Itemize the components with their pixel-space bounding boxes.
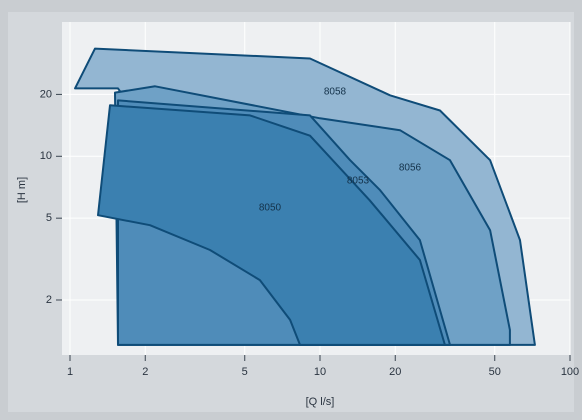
y-axis-title: [H m] xyxy=(16,177,28,203)
x-tick-label: 100 xyxy=(561,366,579,378)
y-tick-label: 10 xyxy=(40,150,52,162)
x-tick-label: 5 xyxy=(242,366,248,378)
y-tick-label: 20 xyxy=(40,88,52,100)
x-tick-label: 1 xyxy=(67,366,73,378)
y-tick-label: 2 xyxy=(46,294,52,306)
x-tick-label: 2 xyxy=(142,366,148,378)
x-tick-label: 20 xyxy=(389,366,401,378)
x-tick-label: 50 xyxy=(489,366,501,378)
x-axis-title: [Q l/s] xyxy=(306,396,335,408)
series-label: 8056 xyxy=(399,163,422,174)
series-label: 8053 xyxy=(347,176,370,187)
areas xyxy=(74,47,536,346)
labels: 8058 8056 8053 8050 xyxy=(259,87,422,214)
series-label: 8050 xyxy=(259,203,282,214)
series-label: 8058 xyxy=(324,87,347,98)
area xyxy=(97,104,446,346)
x-tick-label: 10 xyxy=(314,366,326,378)
y-tick-label: 5 xyxy=(46,212,52,224)
